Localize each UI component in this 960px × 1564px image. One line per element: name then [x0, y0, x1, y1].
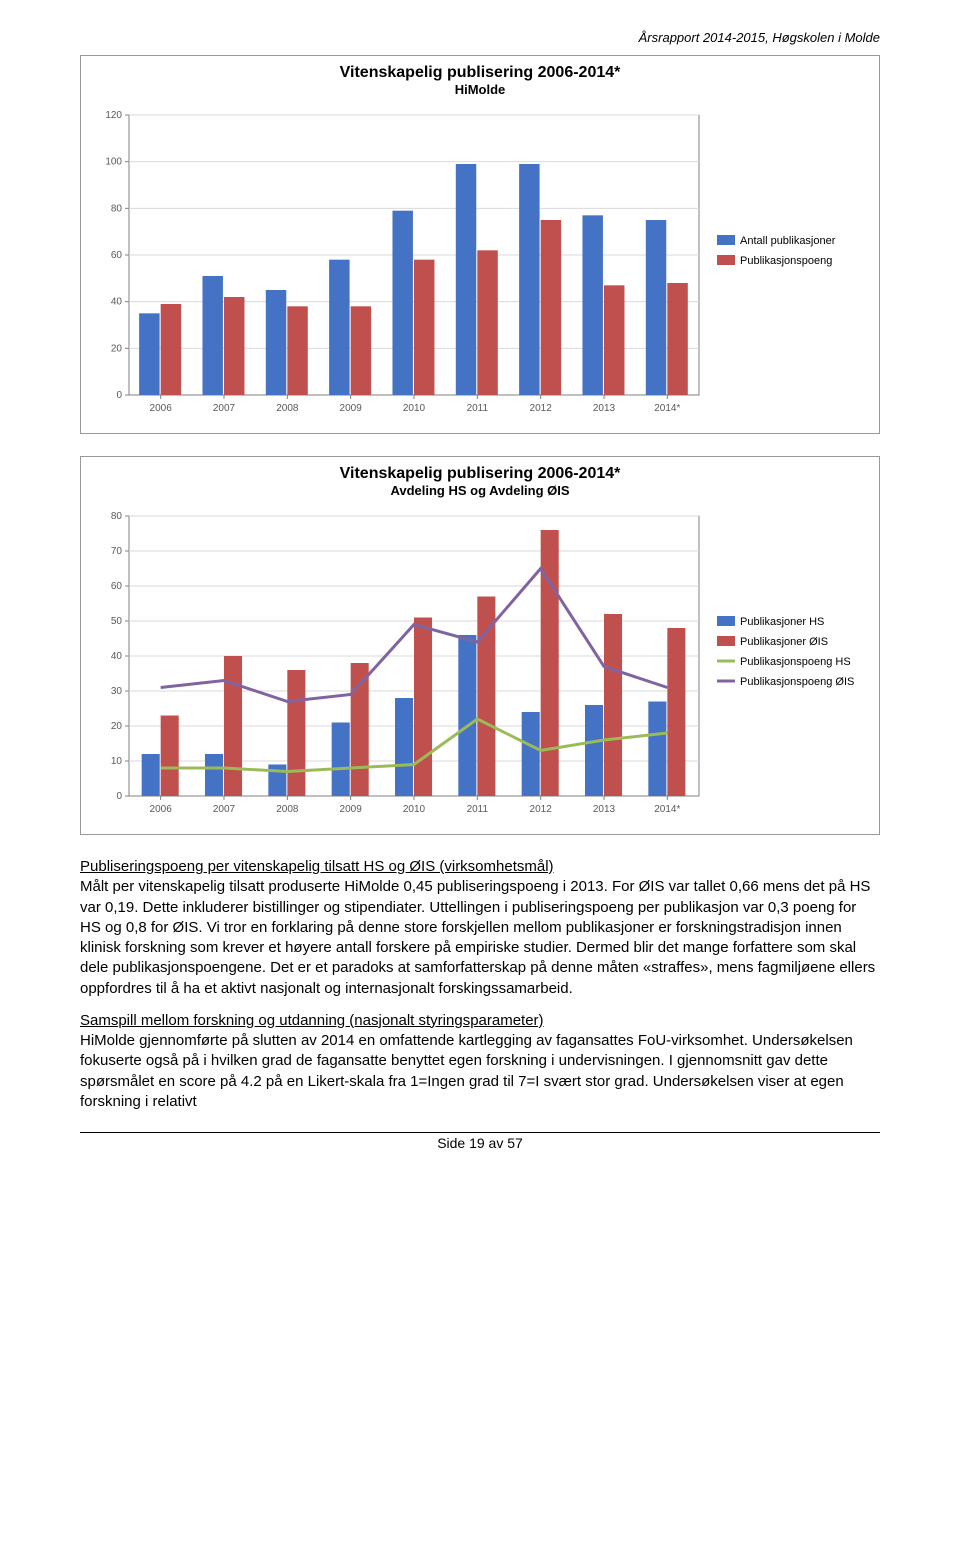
svg-text:2012: 2012	[530, 403, 553, 414]
p2-text: HiMolde gjennomførte på slutten av 2014 …	[80, 1032, 853, 1110]
chart1-svg: 0 20 40 60 80 100 120 2006 2007 2008 2009 2010 2011 2…	[89, 105, 869, 425]
svg-text:2006: 2006	[150, 804, 173, 815]
svg-text:Publikasjonspoeng ØIS: Publikasjonspoeng ØIS	[740, 676, 854, 688]
svg-text:2008: 2008	[276, 804, 299, 815]
chart2-subtitle: Avdeling HS og Avdeling ØIS	[89, 483, 871, 498]
chart-1: Vitenskapelig publisering 2006-2014* HiM…	[80, 55, 880, 434]
paragraph-1: Publiseringspoeng per vitenskapelig tils…	[80, 857, 880, 999]
svg-text:2010: 2010	[403, 403, 426, 414]
svg-text:80: 80	[111, 511, 123, 522]
svg-text:Publikasjoner ØIS: Publikasjoner ØIS	[740, 636, 828, 648]
svg-text:2010: 2010	[403, 804, 426, 815]
svg-text:20: 20	[111, 721, 123, 732]
svg-text:10: 10	[111, 756, 123, 767]
svg-text:100: 100	[105, 157, 122, 168]
chart1-subtitle: HiMolde	[89, 82, 871, 97]
svg-text:40: 40	[111, 651, 123, 662]
svg-text:2014*: 2014*	[654, 804, 680, 815]
svg-text:60: 60	[111, 250, 123, 261]
svg-text:2007: 2007	[213, 403, 236, 414]
p2-heading: Samspill mellom forskning og utdanning (…	[80, 1012, 544, 1029]
paragraph-2: Samspill mellom forskning og utdanning (…	[80, 1011, 880, 1112]
svg-text:30: 30	[111, 686, 123, 697]
svg-text:2014*: 2014*	[654, 403, 680, 414]
svg-text:50: 50	[111, 616, 123, 627]
chart2-svg: 0 10 20 30 40 50 60 70 80 2006 2007 2008 2009 2010 201…	[89, 506, 869, 826]
svg-text:2009: 2009	[340, 403, 363, 414]
p1-text: Målt per vitenskapelig tilsatt produsert…	[80, 878, 875, 996]
svg-text:Publikasjoner HS: Publikasjoner HS	[740, 616, 824, 628]
svg-text:2009: 2009	[340, 804, 363, 815]
svg-text:60: 60	[111, 581, 123, 592]
svg-text:0: 0	[116, 390, 122, 401]
svg-text:20: 20	[111, 343, 123, 354]
footer-page: Side 19 av 57	[80, 1132, 880, 1151]
svg-text:Antall publikasjoner: Antall publikasjoner	[740, 235, 836, 247]
svg-text:70: 70	[111, 546, 123, 557]
svg-text:40: 40	[111, 297, 123, 308]
svg-text:120: 120	[105, 110, 122, 121]
chart2-title: Vitenskapelig publisering 2006-2014*	[89, 465, 871, 483]
page: Årsrapport 2014-2015, Høgskolen i Molde …	[0, 0, 960, 1171]
svg-text:0: 0	[116, 791, 122, 802]
svg-text:2008: 2008	[276, 403, 299, 414]
svg-text:2007: 2007	[213, 804, 236, 815]
svg-text:2011: 2011	[467, 804, 489, 815]
svg-text:Publikasjonspoeng HS: Publikasjonspoeng HS	[740, 656, 851, 668]
chart1-title: Vitenskapelig publisering 2006-2014*	[89, 64, 871, 82]
p1-heading: Publiseringspoeng per vitenskapelig tils…	[80, 858, 554, 875]
chart-2: Vitenskapelig publisering 2006-2014* Avd…	[80, 456, 880, 835]
svg-text:Publikasjonspoeng: Publikasjonspoeng	[740, 255, 832, 267]
svg-text:2013: 2013	[593, 403, 616, 414]
svg-text:2006: 2006	[150, 403, 173, 414]
header-report-title: Årsrapport 2014-2015, Høgskolen i Molde	[80, 30, 880, 45]
svg-text:2013: 2013	[593, 804, 616, 815]
svg-text:2012: 2012	[530, 804, 553, 815]
svg-text:80: 80	[111, 203, 123, 214]
svg-text:2011: 2011	[467, 403, 489, 414]
body-text: Publiseringspoeng per vitenskapelig tils…	[80, 857, 880, 1112]
